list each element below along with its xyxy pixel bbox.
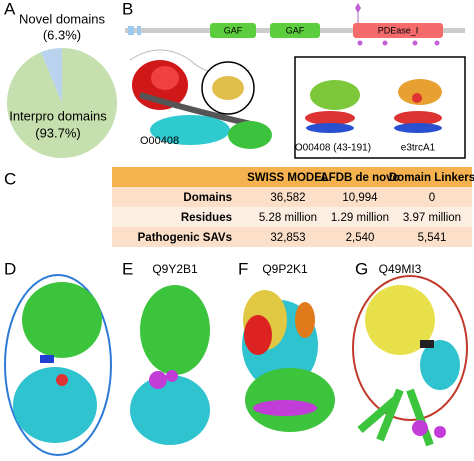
table-header-bg — [112, 167, 472, 187]
structure-label: e3trcA1 — [401, 143, 436, 154]
row-header: Residues — [181, 212, 232, 224]
domain-label: PDEase_I — [378, 25, 419, 35]
slice-value: (6.3%) — [43, 27, 81, 42]
panel-label: E — [122, 259, 133, 278]
column-header: Domain Linkers — [389, 172, 474, 184]
column-header: AFDB de novo — [320, 172, 399, 184]
table-cell: 32,853 — [270, 232, 305, 244]
table-cell: 5.28 million — [259, 212, 317, 224]
structure-image — [129, 49, 466, 159]
pie-chart: Novel domains(6.3%) Interpro domains (93.7… — [6, 11, 117, 158]
structure-label: O00408 — [140, 135, 179, 147]
table-cell: 2,540 — [346, 232, 375, 244]
slice-label: Interpro domains — [9, 108, 107, 123]
table-row-bg — [112, 187, 472, 207]
table-cell: 1.29 million — [331, 212, 389, 224]
table-cell: 10,994 — [342, 192, 378, 204]
panel-label: G — [355, 259, 368, 278]
panel-label: B — [122, 0, 133, 18]
table-cell: 0 — [429, 192, 435, 204]
panel-label: C — [4, 169, 16, 188]
protein-id: Q49MI3 — [379, 262, 422, 276]
domain-map — [125, 3, 465, 46]
structure-image — [4, 274, 468, 456]
row-header: Domains — [183, 192, 232, 204]
panel-label: F — [238, 259, 248, 278]
slice-label: Novel domains — [19, 11, 105, 26]
table-row-bg — [112, 207, 472, 227]
domain-label: GAF — [286, 25, 305, 35]
domain-label: GAF — [224, 25, 243, 35]
protein-id: Q9Y2B1 — [152, 262, 198, 276]
structure-label: O00408 (43-191) — [295, 143, 371, 154]
table-row-bg — [112, 227, 472, 247]
table-cell: 3.97 million — [403, 212, 461, 224]
panel-label: A — [4, 0, 16, 18]
protein-id: Q9P2K1 — [262, 262, 308, 276]
pie-slice — [6, 48, 117, 158]
slice-value: (93.7%) — [35, 125, 81, 140]
column-header: SWISS MODEL — [247, 172, 329, 184]
panel-label: D — [4, 259, 16, 278]
table-cell: 5,541 — [418, 232, 447, 244]
table-cell: 36,582 — [270, 192, 305, 204]
pie-slice — [40, 48, 62, 103]
row-header: Pathogenic SAVs — [138, 232, 232, 244]
